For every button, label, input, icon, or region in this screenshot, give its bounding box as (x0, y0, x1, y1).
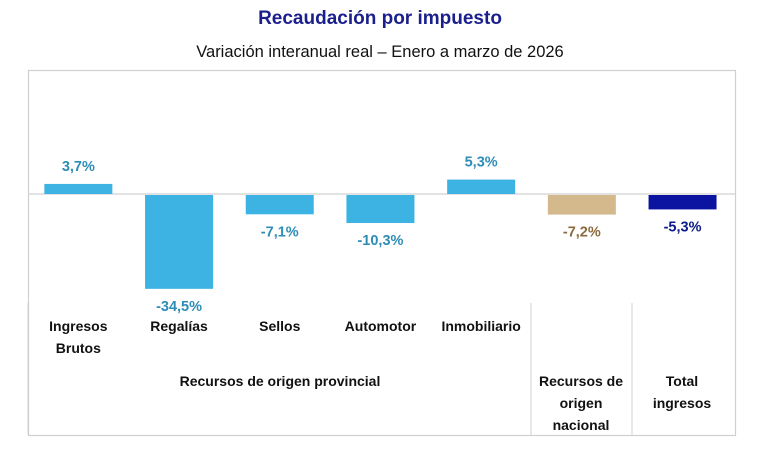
plot-frame (27, 69, 737, 437)
data-label: -7,2% (563, 225, 601, 241)
category-label: Ingresos (49, 318, 108, 334)
data-label: -10,3% (357, 233, 403, 249)
bar (44, 183, 113, 194)
group-label: Recursos de origen provincial (180, 373, 381, 389)
bar (447, 179, 516, 194)
data-label: 3,7% (62, 159, 95, 175)
category-label: Sellos (259, 318, 300, 334)
group-label: origen (560, 395, 603, 411)
category-label: Automotor (345, 318, 417, 334)
bar (145, 195, 214, 289)
bar (547, 195, 616, 215)
category-label: Regalías (150, 318, 208, 334)
data-label: -7,1% (261, 224, 299, 240)
data-label: -5,3% (664, 219, 702, 235)
group-label: ingresos (653, 395, 712, 411)
group-label: nacional (553, 417, 610, 433)
category-label: Inmobiliario (441, 318, 520, 334)
chart-subtitle: Variación interanual real – Enero a marz… (196, 43, 564, 61)
bar (648, 195, 717, 210)
bar (245, 195, 314, 215)
data-label: 5,3% (465, 155, 498, 171)
data-label: -34,5% (156, 299, 202, 315)
group-label: Recursos de (539, 373, 623, 389)
bar (346, 195, 415, 224)
chart-title: Recaudación por impuesto (258, 8, 502, 29)
category-label: Brutos (56, 340, 101, 356)
group-label: Total (666, 373, 698, 389)
